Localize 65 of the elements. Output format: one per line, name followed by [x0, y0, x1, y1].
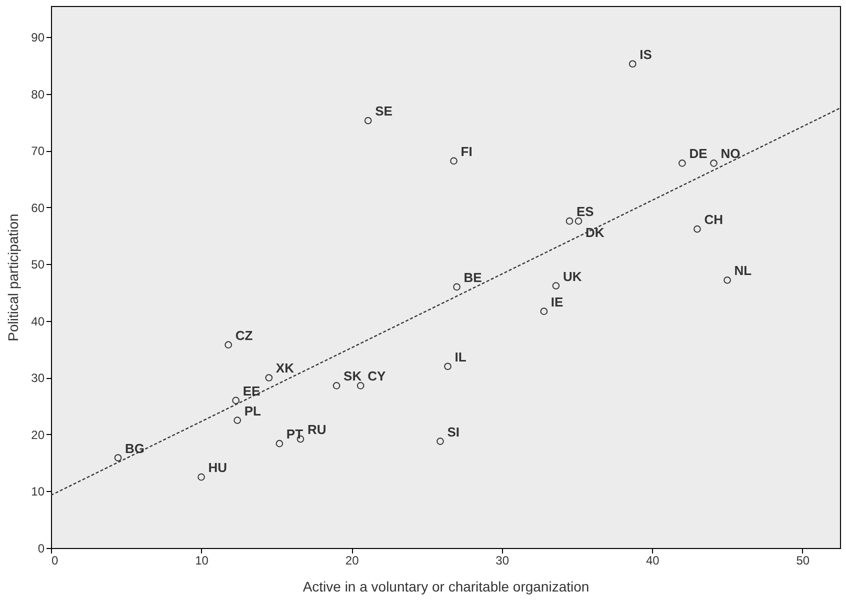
annotation: PL: [244, 403, 262, 418]
y-tick-label: 80: [31, 87, 45, 102]
x-axis-title: Active in a voluntary or charitable organization: [302, 578, 590, 594]
x-tick-label: 40: [646, 554, 660, 568]
point: [453, 283, 460, 291]
x-tick-label: 50: [796, 554, 810, 568]
point: [694, 225, 701, 233]
annotation: SI: [447, 424, 460, 440]
y-tick-label: 30: [31, 371, 45, 386]
y-tick-label: 90: [31, 30, 45, 45]
point: [628, 60, 636, 68]
y-tick-label: 0: [38, 542, 45, 556]
x-tick-label: 20: [345, 554, 360, 568]
annotation: CZ: [235, 328, 253, 343]
point: [574, 217, 582, 225]
point: [450, 157, 458, 165]
point: [444, 362, 452, 370]
y-tick-label: 10: [31, 484, 45, 499]
y-tick-label: 20: [31, 428, 45, 442]
annotation: ES: [576, 204, 594, 220]
annotation: HU: [208, 460, 228, 476]
point: [232, 396, 240, 404]
y-tick-label: 40: [31, 314, 45, 328]
point: [566, 217, 574, 225]
point: [678, 160, 686, 167]
annotation: UK: [562, 268, 582, 284]
x-tick-label: 10: [195, 554, 209, 568]
annotation: NO: [720, 146, 740, 162]
annotation: IE: [550, 294, 564, 310]
annotation: FI: [460, 144, 472, 159]
annotation: SK: [344, 368, 362, 384]
point: [224, 341, 232, 348]
y-tick-label: 60: [31, 200, 45, 215]
annotation: DK: [586, 225, 605, 240]
annotation: BE: [464, 270, 482, 285]
annotation: RU: [307, 422, 326, 438]
annotation: CY: [368, 368, 386, 384]
point: [198, 473, 205, 481]
point: [436, 438, 444, 445]
annotation: XK: [276, 360, 295, 376]
annotation: BG: [125, 440, 145, 456]
annotation: CH: [704, 212, 724, 228]
y-axis-title: Political participation: [5, 214, 22, 342]
point: [276, 440, 284, 448]
point: [356, 382, 364, 390]
annotation: DE: [689, 146, 708, 162]
y-tick-label: 70: [31, 144, 45, 158]
point: [552, 282, 560, 290]
point: [332, 382, 340, 390]
point: [364, 116, 372, 124]
point: [540, 308, 548, 315]
annotation: EE: [242, 383, 261, 398]
annotation: PT: [286, 426, 304, 442]
y-tick-label: 50: [31, 258, 45, 272]
annotation: IS: [640, 46, 652, 62]
point: [710, 160, 718, 167]
point: [234, 416, 242, 424]
annotation: IL: [454, 349, 466, 364]
point: [265, 374, 273, 382]
x-tick-label: 30: [496, 554, 510, 568]
point: [724, 276, 731, 284]
annotation: SE: [375, 104, 393, 119]
x-tick-label: 0: [52, 554, 58, 568]
annotation: NL: [734, 263, 752, 278]
point: [114, 454, 122, 462]
